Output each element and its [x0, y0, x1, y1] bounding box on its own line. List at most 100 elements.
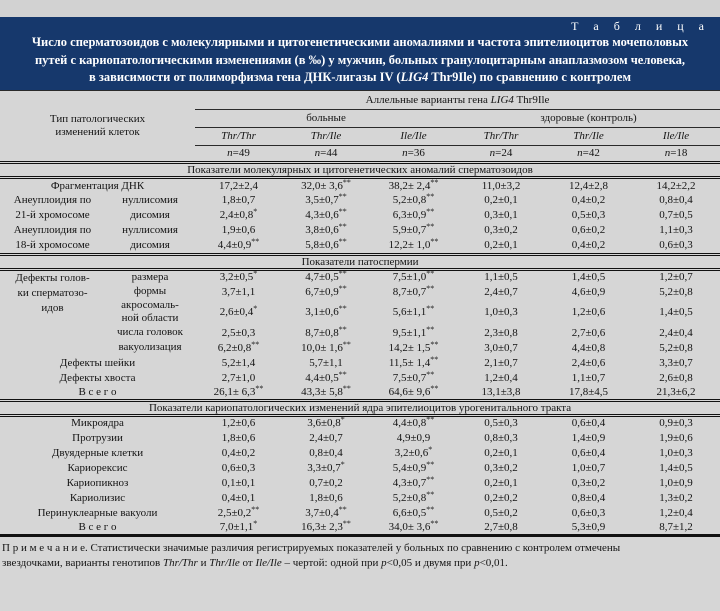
table-row: дисомия 4,4±0,9** 5,8±0,6** 12,2± 1,0** 0,2±…: [0, 238, 720, 254]
sample-size-header-5: n=18: [664, 147, 688, 159]
value-cell: 4,4±0,9**: [217, 237, 260, 252]
table-title-block: Т а б л и ц а Число сперматозоидов с мол…: [0, 17, 720, 90]
value-cell: 8,7±0,8**: [305, 324, 347, 339]
value-cell: 0,9±0,3: [659, 417, 693, 430]
value-cell: 0,6±0,2: [571, 224, 606, 237]
value-cell: 5,2±0,8**: [392, 192, 435, 207]
value-cell: 5,7±1,1: [309, 356, 343, 369]
value-cell: 0,8±0,4: [571, 491, 606, 504]
value-cell: 0,3±0,2: [571, 476, 606, 489]
value-cell: 11,0±3,2: [481, 179, 521, 192]
row-label: Кариорексис: [67, 461, 128, 474]
table-row: Дефекты шейки 5,2±1,4 5,7±1,1 11,5± 1,4** 2,…: [0, 355, 720, 370]
value-cell: 0,3±0,2: [484, 461, 518, 474]
value-cell: 1,8±0,7: [221, 194, 256, 206]
value-cell: 34,0± 3,6**: [388, 518, 439, 533]
row-label: Дефекты шейки: [59, 356, 136, 369]
value-cell: 0,8±0,4: [659, 194, 693, 206]
table-title-line-1: Число сперматозоидов с молекулярными и ц…: [31, 35, 689, 49]
value-cell: 4,6±0,9: [571, 285, 606, 298]
value-cell: 0,8±0,3: [484, 431, 518, 444]
value-cell: 0,2±0,1: [484, 194, 518, 206]
value-cell: 2,7±0,8: [484, 520, 518, 533]
row-sublabel: формы: [133, 285, 167, 297]
row-sublabel: дисомия: [130, 208, 170, 221]
value-cell: 3,2±0,6*: [394, 444, 433, 459]
value-cell: 64,6± 9,6**: [388, 383, 439, 398]
control-group-header: здоровые (контроль): [457, 109, 720, 128]
value-cell: 8,7±1,2: [659, 520, 693, 533]
value-cell: 9,5±1,1**: [392, 324, 435, 339]
table-row: Протрузии 1,8±0,6 2,4±0,7 4,9±0,9 0,8±0,3 1,4…: [0, 430, 720, 445]
allele-variants-header: Аллельные варианты гена LIG4 Thr9Ile: [195, 90, 720, 110]
value-cell: 7,5±1,0**: [392, 269, 435, 284]
value-cell: 0,3±0,1: [484, 209, 518, 221]
table-row: Двуядерные клетки 0,4±0,2 0,8±0,4 3,2±0,6* 0…: [0, 445, 720, 460]
row-label: Кариопикноз: [66, 476, 129, 489]
table-row: Дефекты голов-ки сперматозо-идов размера 3…: [0, 269, 720, 314]
table-row: дисомия 2,4±0,8* 4,3±0,6** 6,3±0,9** 0,3±0,1…: [0, 208, 720, 223]
value-cell: 1,2±0,7: [659, 271, 693, 284]
value-cell: 1,4±0,5: [659, 461, 693, 474]
value-cell: 38,2± 2,4**: [388, 177, 439, 192]
value-cell: 12,4±2,8: [568, 179, 609, 192]
value-cell: 5,8±0,6**: [305, 237, 347, 252]
value-cell: 0,6±0,3: [221, 461, 256, 474]
row-label: Фрагментация ДНК: [50, 179, 145, 192]
value-cell: 4,4±0,5**: [305, 369, 347, 384]
table-row: В с е г о 26,1± 6,3** 43,3± 5,8** 64,6± 9,6…: [0, 383, 720, 400]
value-cell: 4,4±0,8: [571, 341, 606, 354]
value-cell: 3,8±0,6**: [305, 222, 347, 237]
value-cell: 6,7±0,9**: [305, 283, 347, 298]
genotype-header-5: Ile/Ile: [632, 127, 720, 146]
row-label: Двуядерные клетки: [51, 446, 144, 459]
genotype-header-2: Ile/Ile: [370, 127, 458, 146]
value-cell: 1,1±0,3: [659, 224, 693, 237]
value-cell: 0,5±0,2: [484, 506, 518, 519]
value-cell: 0,4±0,1: [221, 491, 256, 504]
sample-size-header-1: n=44: [314, 147, 338, 159]
value-cell: 0,6±0,4: [571, 417, 606, 430]
value-cell: 0,2±0,1: [484, 446, 518, 459]
value-cell: 1,8±0,6: [309, 491, 343, 504]
sample-size-header-4: n=42: [577, 147, 600, 159]
value-cell: 1,2±0,6: [221, 417, 256, 430]
value-cell: 0,4±0,2: [571, 239, 606, 252]
genotype-header-4: Thr/Ile: [545, 127, 633, 146]
value-cell: 0,5±0,3: [571, 209, 606, 221]
row-label: В с е г о: [78, 385, 117, 398]
table-row: Анеуплоидия по 21-й хромосоме нуллисомия 1,…: [0, 192, 720, 221]
value-cell: 5,2±0,8: [659, 341, 693, 354]
value-cell: 2,6±0,4*: [219, 304, 258, 319]
value-cell: 8,7±0,7**: [392, 283, 435, 298]
sample-size-header-3: n=24: [489, 147, 513, 159]
value-cell: 1,3±0,2: [659, 491, 693, 504]
row-sublabel: нуллисомия: [122, 223, 178, 236]
value-cell: 1,4±0,5: [659, 306, 693, 318]
value-cell: 0,7±0,5: [659, 209, 693, 221]
value-cell: 11,5± 1,4**: [388, 354, 439, 369]
value-cell: 5,4±0,9**: [392, 459, 435, 474]
value-cell: 1,9±0,6: [659, 431, 693, 444]
genotype-header-1: Thr/Ile: [282, 127, 371, 146]
value-cell: 2,3±0,8: [484, 326, 518, 339]
value-cell: 0,4±0,2: [571, 194, 606, 206]
value-cell: 1,4±0,5: [571, 271, 606, 284]
row-label: Протрузии: [72, 431, 123, 444]
section-title: Показатели молекулярных и цитогенетическ…: [0, 161, 720, 179]
value-cell: 1,2±0,4: [484, 371, 518, 384]
value-cell: 2,7±1,0: [221, 371, 256, 384]
value-cell: 1,0±0,3: [484, 306, 518, 318]
value-cell: 6,3±0,9**: [392, 207, 435, 222]
value-cell: 43,3± 5,8**: [301, 383, 351, 398]
row-sublabel: дисомия: [130, 238, 170, 251]
value-cell: 5,2±1,4: [221, 356, 256, 369]
value-cell: 32,0± 3,6**: [301, 177, 351, 192]
value-cell: 17,8±4,5: [568, 385, 609, 398]
value-cell: 3,5±0,7**: [305, 192, 347, 207]
value-cell: 7,0±1,1*: [219, 518, 258, 533]
value-cell: 6,6±0,5**: [392, 504, 435, 519]
row-sublabel: нуллисомия: [122, 193, 178, 206]
genotype-header-3: Thr/Thr: [457, 127, 546, 146]
